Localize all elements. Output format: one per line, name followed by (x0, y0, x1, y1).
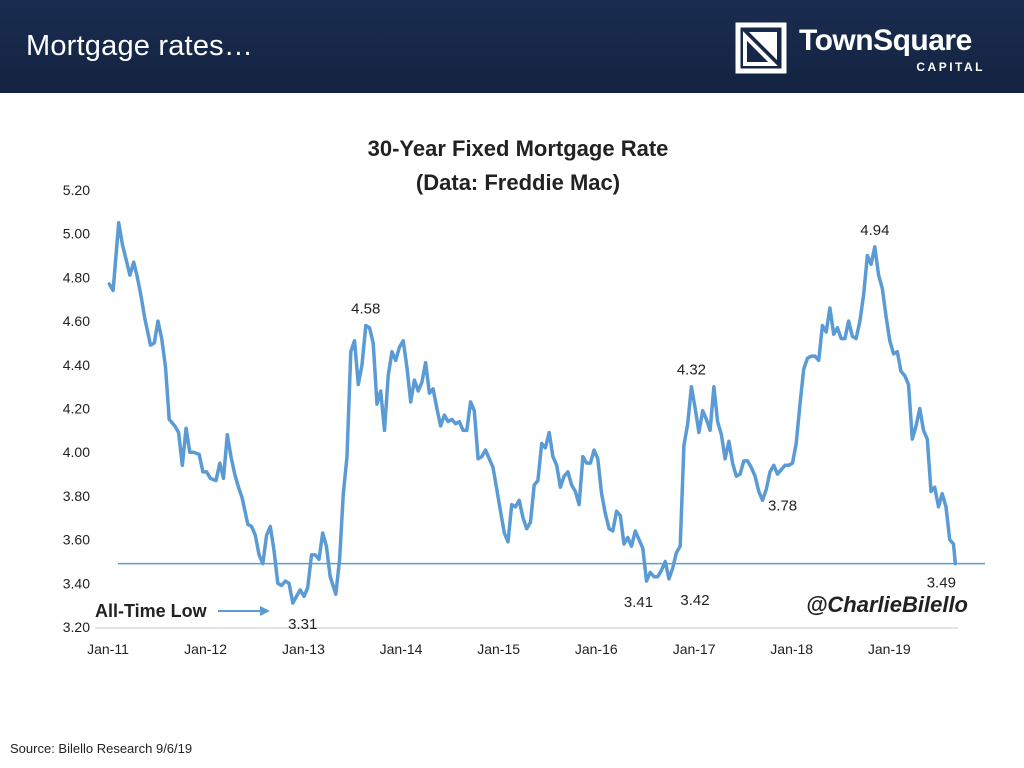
x-tick-label: Jan-16 (575, 641, 618, 657)
logo-name: TownSquare (799, 24, 972, 57)
data-label: 4.32 (677, 362, 706, 379)
slide-title: Mortgage rates… (26, 30, 254, 62)
x-tick-label: Jan-17 (673, 641, 716, 657)
y-tick-label: 3.80 (63, 488, 90, 504)
y-tick-label: 5.20 (63, 182, 90, 198)
callout-arrow-icon (260, 606, 270, 616)
x-tick-label: Jan-18 (770, 641, 813, 657)
data-label: 3.78 (768, 497, 797, 514)
data-label: 4.58 (351, 300, 380, 317)
y-tick-label: 3.40 (63, 575, 90, 591)
all-time-low-label: All-Time Low (95, 601, 208, 621)
y-tick-label: 4.60 (63, 313, 90, 329)
x-tick-label: Jan-14 (380, 641, 423, 657)
x-tick-label: Jan-13 (282, 641, 325, 657)
data-labels: 4.58 4.32 4.94 3.78 3.31 3.41 3.42 3.49 (288, 222, 956, 633)
y-tick-label: 5.00 (63, 226, 90, 242)
x-tick-label: Jan-15 (477, 641, 520, 657)
data-label: 3.41 (624, 594, 653, 611)
y-tick-label: 4.00 (63, 444, 90, 460)
mortgage-rate-chart: 30-Year Fixed Mortgage Rate (Data: Fredd… (63, 136, 985, 657)
source-note: Source: Bilello Research 9/6/19 (10, 741, 193, 756)
townsquare-mark-icon (735, 22, 787, 74)
y-tick-label: 4.20 (63, 401, 90, 417)
data-label: 3.49 (927, 575, 956, 592)
data-label: 4.94 (860, 222, 889, 239)
series-line-mortgage-rate (107, 221, 958, 605)
chart-title: 30-Year Fixed Mortgage Rate (368, 136, 669, 161)
data-label: 3.31 (288, 616, 317, 633)
logo-subtitle: CAPITAL (916, 60, 985, 74)
chart-subtitle: (Data: Freddie Mac) (416, 170, 620, 195)
townsquare-logo: TownSquare CAPITAL (735, 20, 995, 76)
x-tick-label: Jan-19 (868, 641, 911, 657)
x-tick-label: Jan-11 (87, 641, 129, 657)
data-label: 3.42 (680, 592, 709, 609)
slide-header: Mortgage rates… TownSquare CAPITAL (0, 0, 1024, 93)
y-axis: 5.20 5.00 4.80 4.60 4.40 4.20 4.00 3.80 3.60 3.40… (63, 182, 90, 635)
y-tick-label: 3.20 (63, 619, 90, 635)
all-time-low-callout: All-Time Low (95, 601, 270, 621)
x-axis: Jan-11 Jan-12 Jan-13 Jan-14 Jan-15 Jan-16 Jan-… (87, 641, 911, 657)
x-tick-label: Jan-12 (184, 641, 227, 657)
chart-watermark: @CharlieBilello (806, 592, 968, 617)
y-tick-label: 4.80 (63, 269, 90, 285)
y-tick-label: 4.40 (63, 357, 90, 373)
y-tick-label: 3.60 (63, 532, 90, 548)
